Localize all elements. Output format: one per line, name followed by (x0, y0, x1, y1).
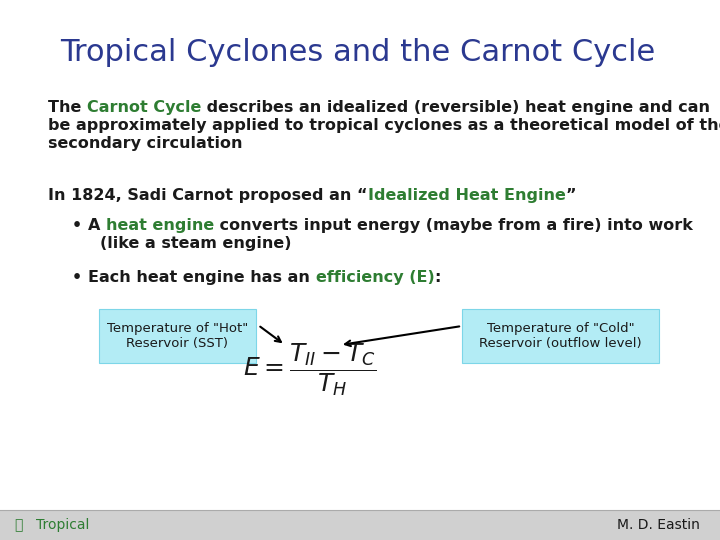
Text: $E = \dfrac{T_{II} - T_{C}}{T_{H}}$: $E = \dfrac{T_{II} - T_{C}}{T_{H}}$ (243, 342, 377, 398)
Text: efficiency (E): efficiency (E) (315, 270, 434, 285)
Text: 🌿: 🌿 (14, 518, 22, 532)
Text: be approximately applied to tropical cyclones as a theoretical model of the: be approximately applied to tropical cyc… (48, 118, 720, 133)
Text: •: • (72, 270, 82, 285)
FancyBboxPatch shape (462, 309, 659, 363)
Text: Temperature of "Hot"
Reservoir (SST): Temperature of "Hot" Reservoir (SST) (107, 322, 248, 350)
Text: heat engine: heat engine (106, 218, 215, 233)
Text: :: : (434, 270, 441, 285)
Text: Tropical: Tropical (36, 518, 89, 532)
Text: M. D. Eastin: M. D. Eastin (617, 518, 700, 532)
Text: describes an idealized (reversible) heat engine and can: describes an idealized (reversible) heat… (202, 100, 711, 115)
Text: Each heat engine has an: Each heat engine has an (88, 270, 315, 285)
Text: converts input energy (maybe from a fire) into work: converts input energy (maybe from a fire… (215, 218, 693, 233)
Text: Tropical Cyclones and the Carnot Cycle: Tropical Cyclones and the Carnot Cycle (60, 38, 655, 67)
Text: Temperature of "Cold"
Reservoir (outflow level): Temperature of "Cold" Reservoir (outflow… (480, 322, 642, 350)
Text: Idealized Heat Engine: Idealized Heat Engine (367, 188, 565, 203)
Text: secondary circulation: secondary circulation (48, 136, 243, 151)
Text: In 1824, Sadi Carnot proposed an “: In 1824, Sadi Carnot proposed an “ (48, 188, 367, 203)
Text: ”: ” (565, 188, 576, 203)
Text: The: The (48, 100, 87, 115)
Text: (like a steam engine): (like a steam engine) (100, 236, 292, 251)
Text: Carnot Cycle: Carnot Cycle (87, 100, 202, 115)
Text: A: A (88, 218, 106, 233)
Text: •: • (72, 218, 82, 233)
Bar (0, 510, 720, 540)
FancyBboxPatch shape (99, 309, 256, 363)
